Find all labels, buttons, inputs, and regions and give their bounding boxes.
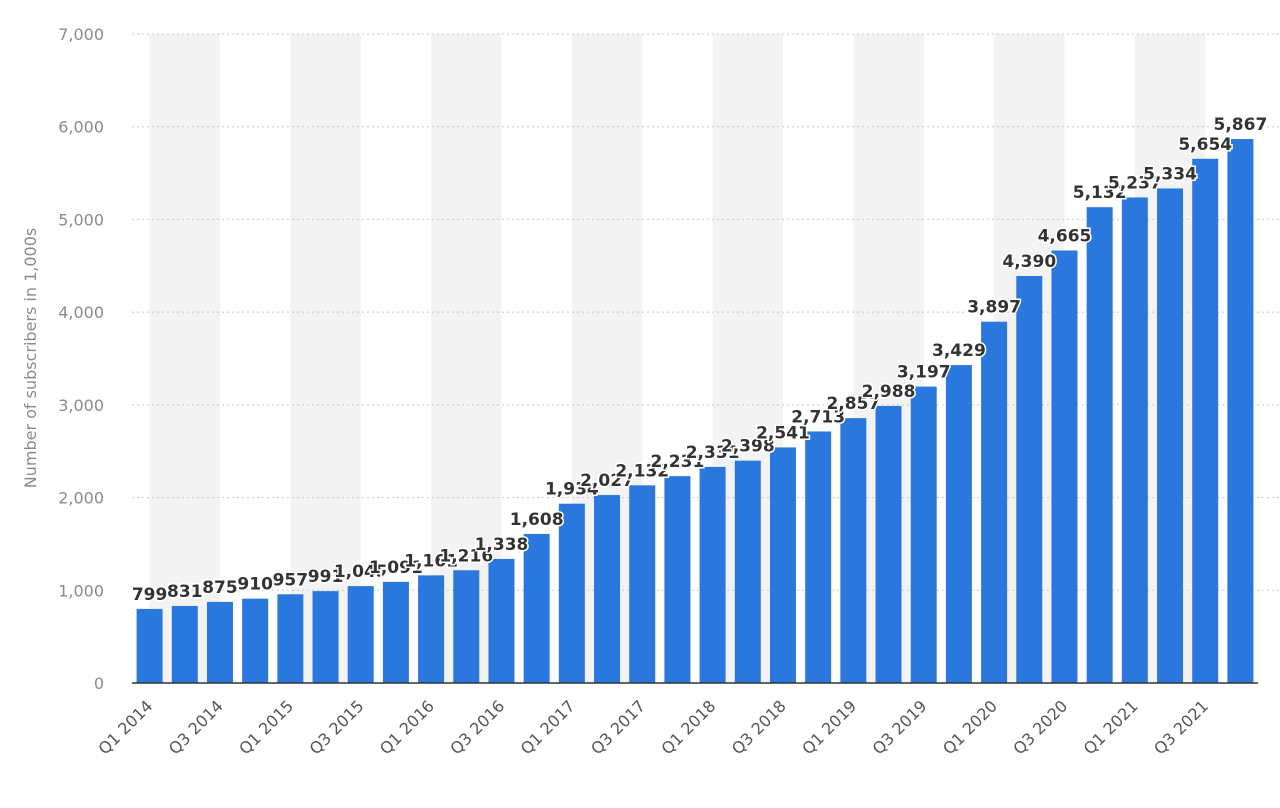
bars — [136, 139, 1254, 683]
bar — [418, 575, 445, 683]
bar — [664, 476, 691, 683]
bar — [945, 365, 972, 683]
background-band — [290, 34, 361, 683]
x-axis-ticks: Q1 2014 Q3 2014 Q1 2015 Q3 2015 Q1 2016 Q3 20… — [94, 696, 1212, 758]
bar — [1016, 275, 1043, 683]
data-labels: 799 831 875 910 957 9911,0451,0911,1611,2161,… — [130, 114, 1268, 607]
bar — [769, 447, 796, 683]
data-label: 1,045 — [334, 562, 388, 582]
x-tick-label: Q3 2020 — [1009, 696, 1071, 758]
x-tick-label: Q3 2014 — [165, 696, 227, 758]
bar — [699, 466, 726, 683]
data-label: 1,161 — [404, 551, 458, 571]
x-tick-label: Q3 2019 — [869, 696, 931, 758]
bar — [1192, 158, 1219, 683]
y-axis-ticks: 0 1,000 2,000 3,000 4,000 5,000 6,000 7,000 — [58, 25, 104, 693]
bar — [347, 586, 374, 683]
x-tick-label: Q1 2021 — [1080, 696, 1142, 758]
bar — [805, 431, 832, 683]
bar — [875, 405, 902, 683]
y-tick-label: 6,000 — [58, 118, 104, 137]
data-label: 991 — [308, 567, 344, 587]
bar — [382, 581, 409, 683]
y-tick-label: 2,000 — [58, 489, 104, 508]
data-label: 1,091 — [369, 558, 423, 578]
bar — [910, 386, 937, 683]
x-tick-label: Q1 2019 — [798, 696, 860, 758]
x-tick-label: Q3 2018 — [728, 696, 790, 758]
bar — [523, 533, 550, 683]
data-label: 2,988 — [862, 382, 916, 402]
x-tick-label: Q1 2018 — [657, 696, 719, 758]
data-label: 5,654 — [1178, 135, 1232, 155]
bar — [1051, 250, 1078, 683]
bar — [1086, 207, 1113, 683]
bar — [840, 418, 867, 683]
data-label: 2,027 — [580, 471, 634, 491]
x-tick-label: Q1 2014 — [94, 696, 156, 758]
data-label: 3,429 — [932, 341, 986, 361]
data-label: 875 — [202, 578, 238, 598]
y-axis-title: Number of subscribers in 1,000s — [21, 228, 40, 488]
x-tick-label: Q3 2017 — [587, 696, 649, 758]
bar — [1227, 139, 1254, 683]
bar — [558, 503, 585, 683]
x-tick-label: Q1 2016 — [376, 696, 438, 758]
bar — [981, 321, 1008, 683]
data-label: 2,231 — [651, 452, 705, 472]
y-tick-label: 3,000 — [58, 396, 104, 415]
data-label: 910 — [237, 575, 273, 595]
data-label: 3,897 — [967, 298, 1021, 318]
background-band — [149, 34, 220, 683]
data-label: 5,334 — [1143, 164, 1197, 184]
data-label: 2,857 — [826, 394, 880, 414]
data-label: 5,867 — [1214, 115, 1268, 135]
x-tick-label: Q3 2016 — [446, 696, 508, 758]
bar — [594, 495, 621, 683]
data-label: 2,331 — [686, 443, 740, 463]
data-label: 1,934 — [545, 480, 599, 500]
bar — [136, 608, 163, 683]
x-tick-label: Q3 2015 — [306, 696, 368, 758]
data-label: 2,132 — [615, 461, 669, 481]
data-label: 1,608 — [510, 510, 564, 530]
data-label: 4,665 — [1038, 226, 1092, 246]
data-label: 2,398 — [721, 437, 775, 457]
bar — [1157, 188, 1184, 683]
bar — [277, 594, 304, 683]
data-label: 799 — [132, 585, 168, 605]
data-label: 5,132 — [1073, 183, 1127, 203]
data-label: 957 — [273, 570, 309, 590]
data-label: 1,338 — [475, 535, 529, 555]
bar — [312, 591, 339, 683]
y-tick-label: 0 — [94, 674, 104, 693]
bar — [242, 598, 269, 683]
bar — [629, 485, 656, 683]
y-tick-label: 1,000 — [58, 581, 104, 600]
y-tick-label: 4,000 — [58, 303, 104, 322]
y-tick-label: 5,000 — [58, 210, 104, 229]
data-label: 831 — [167, 582, 203, 602]
x-tick-label: Q1 2017 — [517, 696, 579, 758]
bar — [453, 570, 480, 683]
bar — [171, 605, 198, 683]
data-label: 3,197 — [897, 363, 951, 383]
bar — [488, 558, 515, 683]
data-label: 4,390 — [1002, 252, 1056, 272]
data-label: 1,216 — [439, 546, 493, 566]
bar — [1121, 197, 1148, 683]
bar — [734, 460, 761, 683]
data-label: 2,541 — [756, 423, 810, 443]
x-tick-label: Q1 2020 — [939, 696, 1001, 758]
data-label: 5,237 — [1108, 173, 1162, 193]
y-tick-label: 7,000 — [58, 25, 104, 44]
x-tick-label: Q1 2015 — [235, 696, 297, 758]
x-tick-label: Q3 2021 — [1150, 696, 1212, 758]
data-label: 2,713 — [791, 407, 845, 427]
bar — [206, 601, 233, 683]
